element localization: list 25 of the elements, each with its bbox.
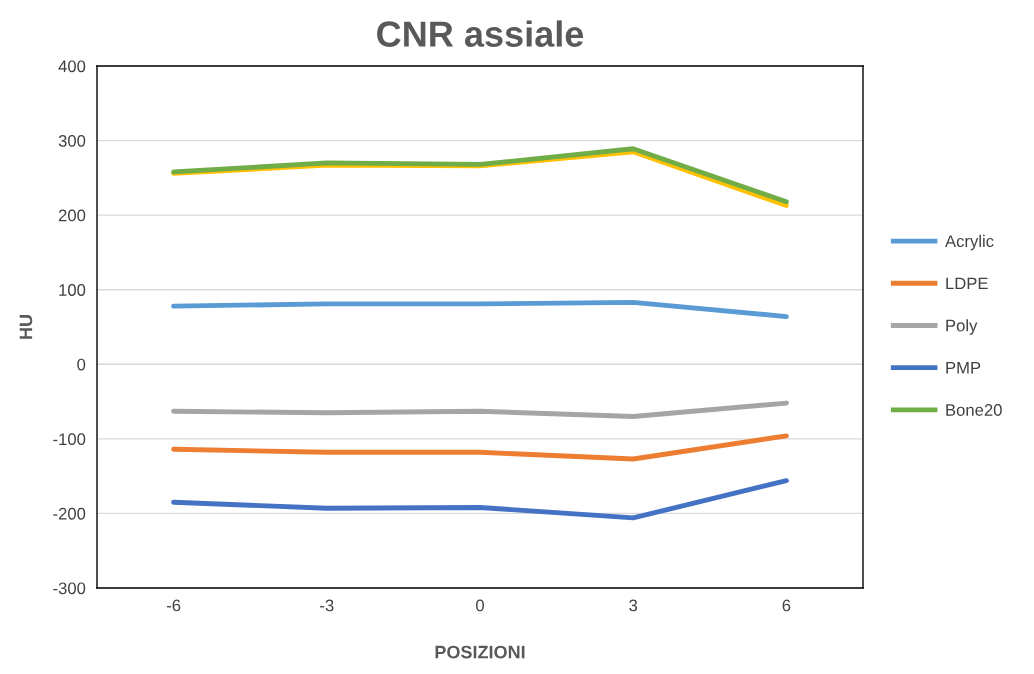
line-series (171, 400, 789, 419)
y-tick-label: 0 (77, 358, 86, 371)
line-series (171, 478, 789, 521)
x-tick-label: -3 (320, 599, 334, 612)
x-tick-label: -6 (166, 599, 181, 612)
legend-label: Acrylic (945, 234, 994, 251)
y-tick-label: -200 (53, 507, 86, 520)
x-tick-label: 0 (476, 599, 484, 612)
y-axis-title: HU (19, 315, 33, 339)
y-tick-label: 400 (58, 60, 86, 73)
y-tick-label: 200 (58, 209, 86, 222)
legend-label: Bone20 (946, 404, 1002, 416)
line-series (171, 299, 789, 319)
y-tick-label: 300 (58, 134, 86, 147)
y-tick-label: -100 (53, 433, 86, 446)
legend-label: PMP (946, 362, 981, 374)
x-axis-title: POSIZIONI (435, 645, 525, 659)
x-tick-label: 6 (782, 599, 791, 612)
x-tick-label: 3 (629, 599, 638, 612)
legend-label: Poly (946, 319, 978, 335)
y-tick-label: 100 (59, 284, 86, 296)
legend-label: LDPE (946, 277, 988, 290)
line-series (171, 433, 789, 462)
chart-title: CNR assiale (377, 20, 584, 47)
y-tick-label: -300 (53, 582, 86, 595)
